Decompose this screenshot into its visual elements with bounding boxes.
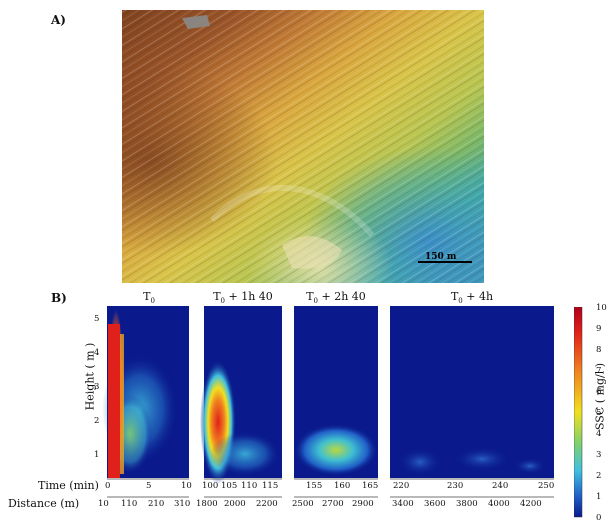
distance-tick: 2900 (352, 499, 374, 509)
colorbar-tick: 6 (596, 387, 602, 397)
distance-tick: 4000 (488, 499, 510, 509)
distance-tick: 10 (98, 499, 109, 509)
time-tick: 5 (146, 481, 152, 491)
y-tick: 4 (94, 348, 100, 358)
y-tick: 5 (94, 314, 100, 324)
colorbar-tick: 9 (596, 324, 602, 334)
scale-bar-label: 150 m (425, 252, 457, 262)
colorbar-tick: 7 (596, 366, 602, 376)
panel-b-label: B) (51, 291, 67, 305)
heatmap-t0-4h (390, 306, 554, 478)
colorbar-tick: 0 (596, 513, 602, 523)
distance-tick: 3600 (424, 499, 446, 509)
distance-tick: 1800 (196, 499, 218, 509)
subplot-title-t0-4h: T0 + 4h (450, 290, 494, 306)
y-tick: 3 (94, 382, 100, 392)
y-tick: 1 (94, 450, 100, 460)
distance-tick: 4200 (520, 499, 542, 509)
distance-tick: 110 (121, 499, 138, 509)
colorbar-label: SSC ( mg/l ) (593, 362, 607, 431)
colorbar-tick: 8 (596, 345, 602, 355)
time-tick: 250 (538, 481, 555, 491)
distance-tick: 210 (148, 499, 165, 509)
time-tick: 155 (306, 481, 323, 491)
colorbar-tick: 10 (596, 303, 607, 313)
bathymetry-map (122, 10, 484, 283)
time-tick: 160 (334, 481, 351, 491)
distance-tick: 2700 (322, 499, 344, 509)
y-tick: 2 (94, 416, 100, 426)
time-tick: 100 (202, 481, 219, 491)
colorbar-tick: 5 (596, 408, 602, 418)
y-tick-labels: 5 4 3 2 1 (94, 306, 106, 478)
time-tick: 230 (447, 481, 464, 491)
distance-row-label: Distance (m) (8, 497, 80, 510)
time-tick: 10 (181, 481, 192, 491)
heatmap-t0 (102, 306, 189, 478)
distance-tick: 2500 (292, 499, 314, 509)
time-tick: 110 (241, 481, 258, 491)
time-tick: 220 (393, 481, 410, 491)
bathymetry-map-image (122, 10, 484, 283)
time-tick: 115 (262, 481, 279, 491)
time-tick: 0 (105, 481, 111, 491)
colorbar-tick: 2 (596, 471, 602, 481)
distance-tick: 3400 (392, 499, 414, 509)
distance-tick: 2200 (256, 499, 278, 509)
heatmap-t0-1h40 (200, 306, 282, 484)
subplot-title-t0: T0 (143, 290, 155, 306)
time-tick: 105 (221, 481, 238, 491)
colorbar-tick: 4 (596, 429, 602, 439)
distance-tick: 310 (174, 499, 191, 509)
distance-tick: 3800 (456, 499, 478, 509)
time-tick: 240 (492, 481, 509, 491)
heatmap-t0-2h40 (294, 306, 378, 478)
colorbar (574, 307, 583, 518)
time-row-label: Time (min) (38, 479, 99, 492)
colorbar-ticks: 10 9 8 7 6 5 4 3 2 1 0 (588, 303, 614, 525)
colorbar-tick: 3 (596, 450, 602, 460)
ssc-heatmaps (102, 306, 554, 484)
panel-a-label: A) (51, 13, 66, 27)
subplot-title-t0-2h40: T0 + 2h 40 (306, 290, 366, 306)
x-axes (107, 478, 554, 498)
subplot-title-t0-1h40: T0 + 1h 40 (213, 290, 273, 306)
distance-tick: 2000 (224, 499, 246, 509)
colorbar-tick: 1 (596, 492, 602, 502)
time-tick: 165 (362, 481, 379, 491)
